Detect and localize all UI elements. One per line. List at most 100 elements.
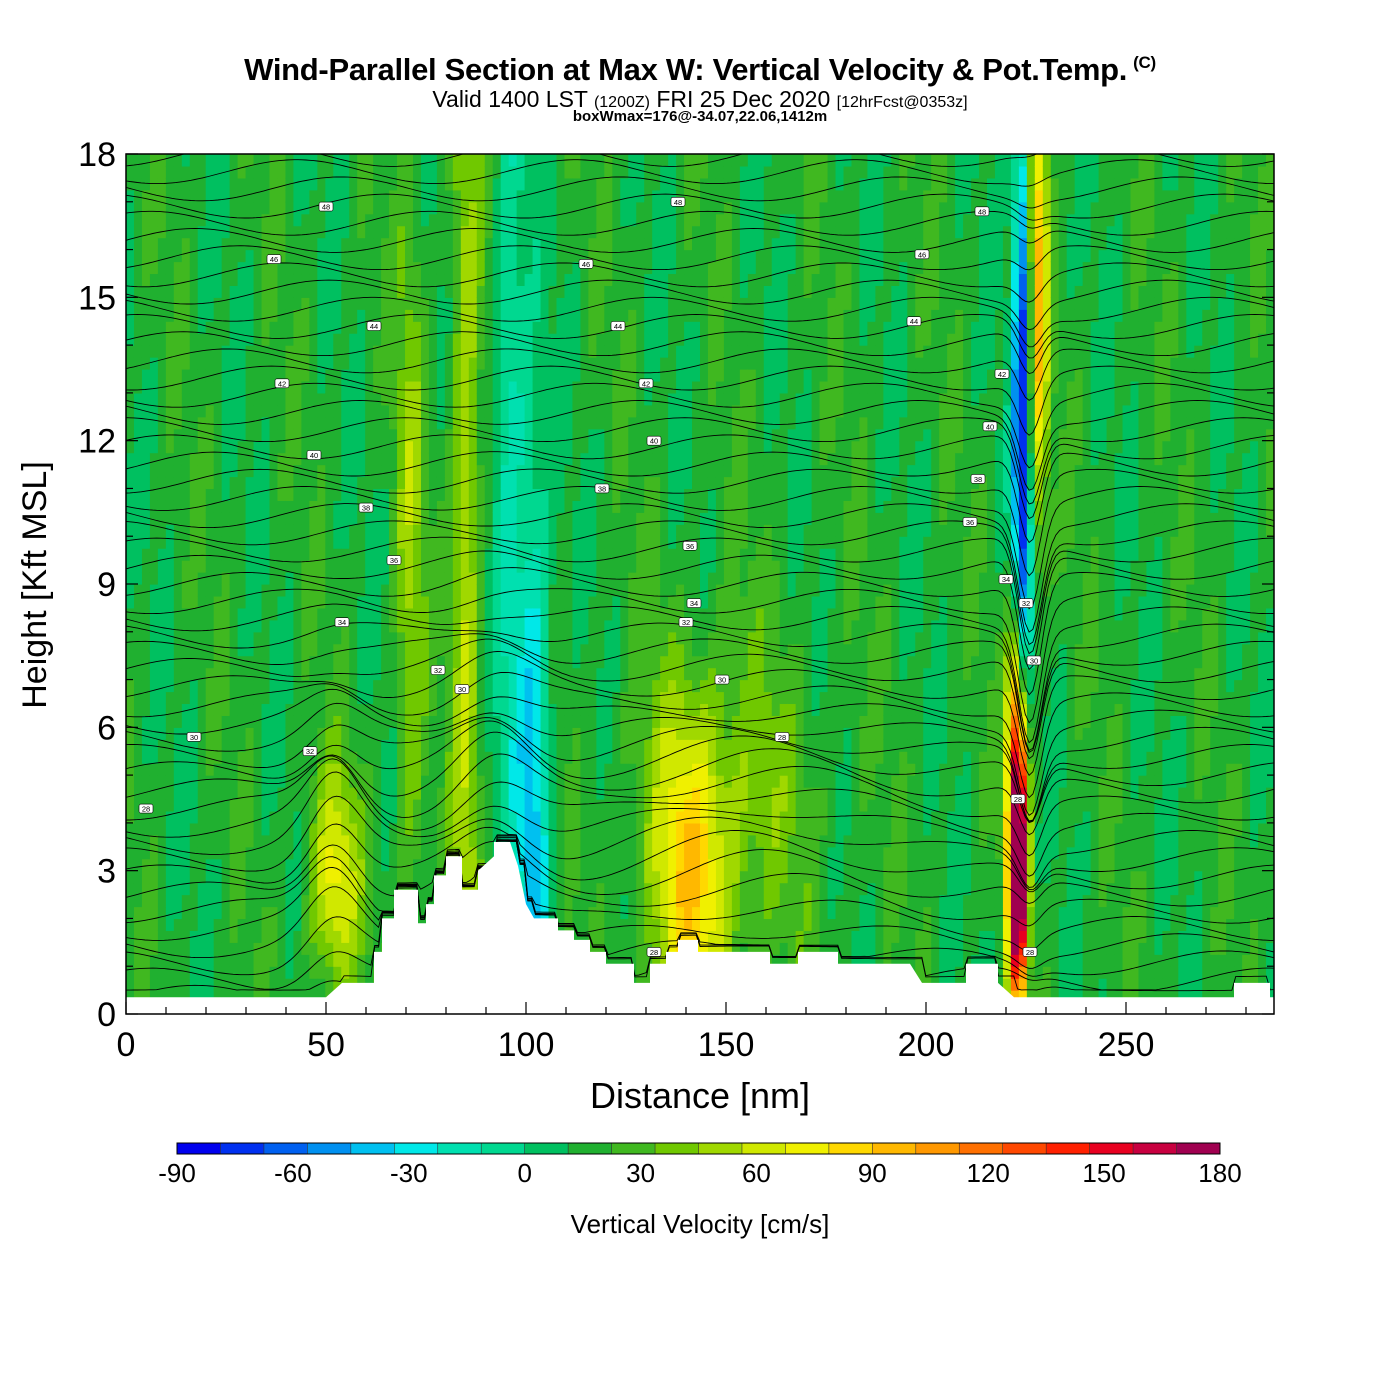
velocity-cell xyxy=(357,691,366,705)
velocity-cell xyxy=(157,906,167,920)
velocity-cell xyxy=(181,285,191,298)
velocity-cell xyxy=(389,679,398,693)
velocity-cell xyxy=(301,834,310,848)
velocity-cell xyxy=(309,285,318,298)
velocity-cell xyxy=(197,858,207,872)
velocity-cell xyxy=(126,858,135,872)
velocity-cell xyxy=(317,333,326,346)
velocity-cell xyxy=(221,369,231,382)
velocity-cell xyxy=(604,643,613,657)
velocity-cell xyxy=(636,452,645,466)
velocity-cell xyxy=(420,643,430,657)
velocity-cell xyxy=(420,631,430,645)
velocity-cell xyxy=(644,834,653,848)
velocity-cell xyxy=(612,333,621,346)
velocity-cell xyxy=(660,476,669,490)
velocity-cell xyxy=(365,679,374,693)
velocity-cell xyxy=(173,810,183,824)
velocity-cell xyxy=(660,834,669,848)
velocity-cell xyxy=(141,990,151,1003)
velocity-cell xyxy=(612,691,621,705)
velocity-cell xyxy=(269,942,279,955)
velocity-cell xyxy=(269,703,279,716)
velocity-cell xyxy=(293,500,302,513)
velocity-cell xyxy=(476,524,486,537)
velocity-cell xyxy=(341,369,350,382)
velocity-cell xyxy=(357,715,366,728)
velocity-cell xyxy=(293,655,302,669)
velocity-cell xyxy=(181,930,191,943)
velocity-cell xyxy=(452,154,462,167)
velocity-cell xyxy=(253,990,263,1003)
velocity-cell xyxy=(516,309,526,322)
velocity-cell xyxy=(349,309,358,322)
velocity-cell xyxy=(596,512,605,525)
velocity-cell xyxy=(484,297,494,310)
velocity-cell xyxy=(500,440,510,454)
velocity-cell xyxy=(405,751,414,764)
velocity-cell xyxy=(181,787,191,800)
velocity-cell xyxy=(428,440,438,454)
velocity-cell xyxy=(397,631,406,645)
velocity-cell xyxy=(325,643,334,657)
velocity-cell xyxy=(420,584,430,597)
velocity-cell xyxy=(436,488,446,501)
velocity-cell xyxy=(197,751,207,764)
velocity-cell xyxy=(181,906,191,920)
velocity-cell xyxy=(133,380,143,394)
velocity-cell xyxy=(317,727,326,740)
velocity-cell xyxy=(181,703,191,716)
velocity-cell xyxy=(126,464,135,478)
velocity-cell xyxy=(197,870,207,884)
velocity-cell xyxy=(500,572,510,585)
velocity-cell xyxy=(213,942,223,955)
velocity-cell xyxy=(373,392,382,406)
velocity-cell xyxy=(341,966,350,979)
velocity-cell xyxy=(173,536,183,549)
velocity-cell xyxy=(309,536,318,549)
velocity-cell xyxy=(564,452,574,466)
velocity-cell xyxy=(524,667,534,681)
velocity-cell xyxy=(389,763,398,776)
velocity-cell xyxy=(468,440,478,454)
velocity-cell xyxy=(173,345,183,358)
velocity-cell xyxy=(548,345,558,358)
velocity-cell xyxy=(444,189,454,203)
velocity-cell xyxy=(524,536,534,549)
velocity-cell xyxy=(229,488,239,501)
velocity-cell xyxy=(436,727,446,740)
velocity-cell xyxy=(620,273,629,286)
velocity-cell xyxy=(556,512,566,525)
velocity-cell xyxy=(588,906,597,920)
velocity-cell xyxy=(444,452,454,466)
velocity-cell xyxy=(285,404,295,418)
velocity-cell xyxy=(397,225,406,239)
velocity-cell xyxy=(572,643,582,657)
velocity-cell xyxy=(173,763,183,776)
velocity-cell xyxy=(564,560,574,573)
velocity-cell xyxy=(165,189,175,203)
velocity-cell xyxy=(269,775,279,788)
velocity-cell xyxy=(636,703,645,716)
velocity-cell xyxy=(173,464,183,478)
velocity-cell xyxy=(508,428,518,442)
velocity-cell xyxy=(277,285,287,298)
velocity-cell xyxy=(572,906,582,920)
velocity-cell xyxy=(301,739,310,752)
velocity-cell xyxy=(468,404,478,418)
velocity-cell xyxy=(389,894,398,908)
velocity-cell xyxy=(652,787,661,800)
velocity-cell xyxy=(420,249,430,263)
velocity-cell xyxy=(644,715,653,728)
velocity-cell xyxy=(133,799,143,812)
velocity-cell xyxy=(333,978,342,991)
velocity-cell xyxy=(612,548,621,561)
velocity-cell xyxy=(173,560,183,573)
velocity-cell xyxy=(612,165,621,179)
velocity-cell xyxy=(508,177,518,191)
velocity-cell xyxy=(285,380,295,394)
velocity-cell xyxy=(492,345,502,358)
velocity-cell xyxy=(181,249,191,263)
velocity-cell xyxy=(580,500,589,513)
velocity-cell xyxy=(293,225,302,239)
